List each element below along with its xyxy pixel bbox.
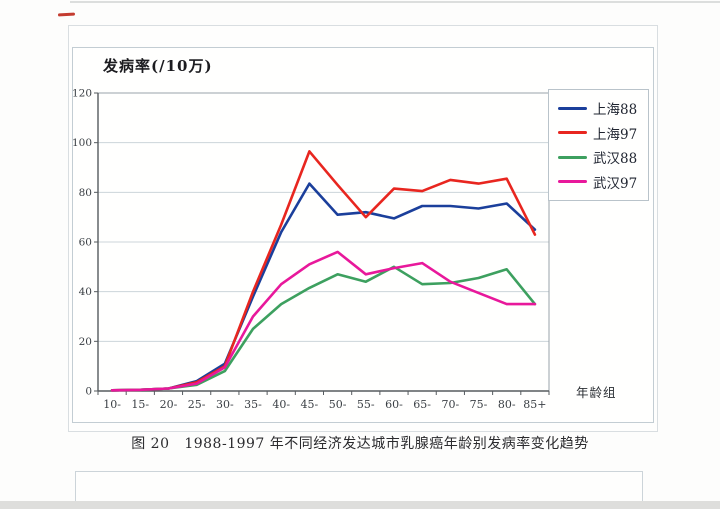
x-tick-label: 30-: [216, 398, 234, 411]
legend-line-swatch: [558, 155, 587, 159]
series-line-3: [110, 250, 537, 392]
series-line-1: [110, 150, 537, 392]
legend-line-swatch: [558, 180, 587, 184]
x-tick-label: 75-: [470, 398, 488, 411]
x-tick-label: 25-: [188, 398, 206, 411]
series-line-0: [110, 182, 537, 392]
x-tick-label: 40-: [272, 398, 290, 411]
x-tick-label: 55-: [357, 398, 375, 411]
legend-label: 上海97: [593, 126, 638, 143]
page-top-rule: [70, 1, 720, 3]
chart-legend: 上海88 上海97 武汉88 武汉97: [548, 89, 649, 201]
legend-label: 上海88: [593, 102, 638, 119]
x-tick-label: 15-: [131, 398, 149, 411]
legend-item: 上海88: [558, 98, 648, 118]
line-chart: 0 20 40 60 80 100 120 10- 15- 20- 25- 30- 35- 40- 45- 5…: [73, 88, 550, 411]
x-tick-label: 20-: [160, 398, 178, 411]
x-tick-label: 10-: [103, 398, 121, 411]
y-tick-label: 120: [73, 88, 92, 100]
legend-item: 上海97: [558, 123, 648, 143]
page-bottom-edge: [0, 501, 720, 509]
x-tick-label: 60-: [385, 398, 403, 411]
legend-item: 武汉97: [558, 172, 648, 192]
legend-label: 武汉88: [593, 151, 638, 168]
red-pen-mark: [57, 12, 76, 17]
chart-figure-box: 0 20 40 60 80 100 120 10- 15- 20- 25- 30- 35- 40- 45- 5…: [72, 47, 654, 423]
legend-line-swatch: [558, 131, 587, 135]
legend-line-swatch: [558, 106, 587, 110]
y-tick-label: 100: [73, 137, 92, 149]
y-tick-label: 0: [85, 386, 92, 398]
x-tick-label: 70-: [441, 398, 459, 411]
x-tick-label: 50-: [329, 398, 347, 411]
x-tick-label: 65-: [413, 398, 431, 411]
x-tick-label: 45-: [301, 398, 319, 411]
legend-label: 武汉97: [593, 175, 638, 192]
x-tick-label: 85+: [523, 398, 546, 411]
series-line-2: [110, 265, 537, 392]
chart-y-axis-title: 发病率(/10万): [103, 57, 213, 75]
legend-item: 武汉88: [558, 147, 648, 167]
y-tick-label: 40: [79, 286, 92, 298]
y-tick-label: 80: [79, 187, 92, 199]
figure-caption: 图 20 1988-1997 年不同经济发达城市乳腺癌年龄别发病率变化趋势: [131, 436, 589, 452]
x-axis-title: 年龄组: [576, 385, 617, 400]
y-tick-label: 20: [79, 336, 92, 348]
x-tick-label: 80-: [498, 398, 516, 411]
x-tick-label: 35-: [244, 398, 262, 411]
y-tick-label: 60: [79, 237, 92, 249]
